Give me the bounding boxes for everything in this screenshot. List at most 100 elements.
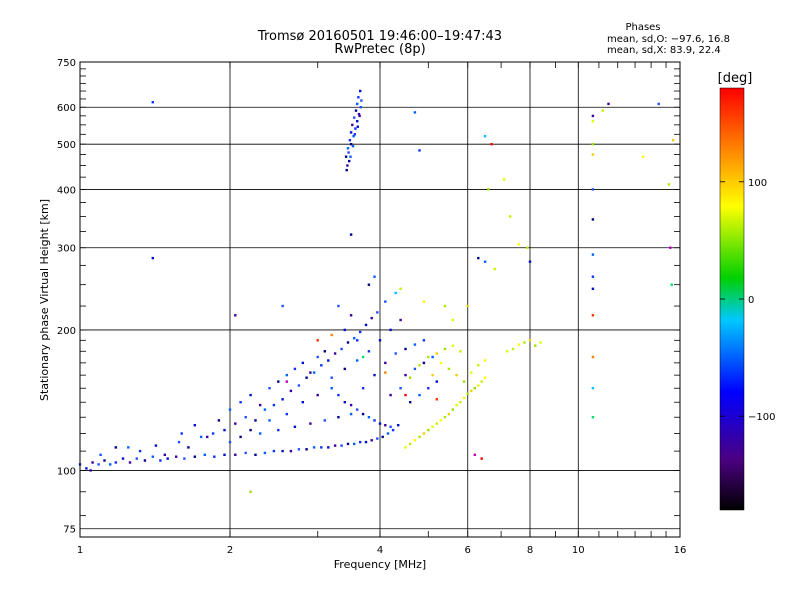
data-point — [340, 444, 343, 447]
data-point — [166, 457, 169, 460]
data-point — [349, 412, 353, 416]
data-point — [353, 442, 356, 446]
data-point — [591, 275, 595, 278]
y-tick-label: 600 — [57, 103, 76, 114]
data-point — [459, 401, 462, 404]
data-point — [259, 403, 262, 407]
stats-header: Phases — [625, 22, 660, 33]
data-point — [301, 361, 304, 365]
data-point — [85, 467, 88, 470]
y-tick-label: 400 — [57, 185, 76, 196]
data-point — [320, 446, 323, 449]
data-point — [323, 350, 326, 353]
data-point — [413, 343, 417, 346]
data-point — [539, 341, 542, 344]
data-point — [404, 446, 407, 449]
data-point — [289, 389, 293, 393]
data-point — [337, 393, 340, 397]
data-point — [483, 359, 487, 362]
data-point — [97, 463, 100, 466]
data-point — [427, 387, 430, 390]
data-point — [346, 164, 349, 167]
data-point — [330, 387, 333, 390]
data-point — [239, 401, 242, 404]
data-point — [455, 373, 458, 377]
y-tick-label: 75 — [63, 525, 76, 536]
data-point — [211, 432, 215, 435]
data-point — [151, 256, 154, 260]
data-point — [343, 328, 346, 332]
data-point — [151, 101, 154, 104]
data-point — [473, 387, 476, 390]
data-point — [361, 412, 365, 416]
data-point — [435, 352, 438, 355]
data-point — [591, 387, 595, 390]
data-point — [483, 260, 487, 263]
data-point — [293, 367, 297, 371]
data-point — [591, 314, 595, 317]
data-point — [373, 373, 376, 377]
data-point — [203, 453, 206, 456]
data-point — [477, 256, 480, 260]
data-point — [337, 416, 340, 419]
data-points — [78, 89, 675, 493]
data-point — [333, 444, 337, 447]
data-point — [346, 341, 350, 344]
stats-x-mode: mean, sd,X: 83.9, 22.4 — [607, 45, 721, 56]
data-point — [223, 453, 226, 456]
data-point — [268, 419, 271, 422]
x-tick-label: 8 — [527, 545, 533, 556]
data-point — [121, 457, 125, 460]
data-point — [359, 106, 362, 109]
data-point — [435, 380, 438, 383]
data-point — [487, 188, 490, 191]
data-point — [175, 455, 178, 458]
data-point — [591, 416, 595, 419]
data-point — [223, 428, 226, 432]
data-point — [234, 422, 237, 425]
data-point — [670, 283, 673, 286]
data-point — [359, 440, 362, 444]
data-point — [526, 246, 529, 249]
data-point — [591, 287, 595, 290]
data-point — [413, 367, 417, 371]
data-point — [409, 401, 412, 404]
data-point — [443, 416, 447, 419]
data-point — [323, 419, 326, 422]
data-point — [154, 444, 158, 447]
data-point — [268, 387, 271, 390]
data-point — [667, 183, 671, 186]
data-point — [340, 347, 343, 351]
colorbar-label: [deg] — [718, 71, 753, 86]
data-point — [503, 178, 506, 181]
data-point — [348, 139, 352, 142]
data-point — [249, 490, 252, 493]
data-point — [138, 449, 142, 453]
data-point — [249, 428, 252, 432]
data-point — [493, 267, 496, 271]
colorbar-tick-label: 100 — [748, 178, 767, 189]
data-point — [669, 246, 672, 249]
data-point — [293, 425, 297, 428]
data-point — [239, 435, 242, 439]
data-point — [99, 453, 102, 456]
data-point — [346, 147, 350, 150]
data-point — [422, 339, 426, 342]
data-point — [91, 461, 94, 464]
data-point — [285, 412, 288, 416]
data-point — [480, 457, 483, 460]
data-point — [358, 114, 361, 118]
data-point — [483, 135, 487, 138]
data-point — [301, 401, 304, 404]
data-point — [356, 125, 359, 128]
data-point — [378, 422, 382, 425]
data-point — [389, 425, 392, 428]
data-point — [404, 393, 407, 397]
data-point — [349, 143, 353, 146]
data-point — [316, 355, 319, 359]
data-point — [234, 453, 237, 456]
data-point — [397, 424, 400, 427]
data-point — [193, 455, 196, 458]
data-point — [361, 387, 365, 390]
data-point — [272, 403, 276, 407]
